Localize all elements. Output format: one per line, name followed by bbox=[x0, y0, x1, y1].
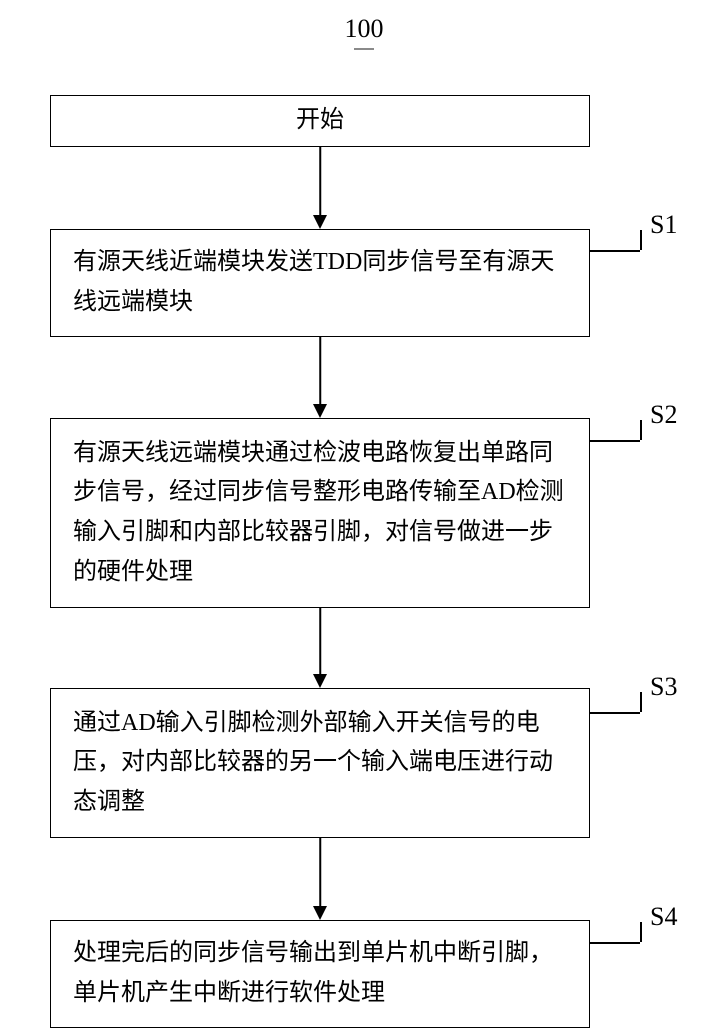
step-s3: 通过AD输入引脚检测外部输入开关信号的电压，对内部比较器的另一个输入端电压进行动… bbox=[50, 688, 590, 838]
step-start-text: 开始 bbox=[296, 101, 344, 141]
step-s4-text: 处理完后的同步信号输出到单片机中断引脚，单片机产生中断进行软件处理 bbox=[73, 934, 567, 1013]
step-s2: 有源天线远端模块通过检波电路恢复出单路同步信号，经过同步信号整形电路传输至AD检… bbox=[50, 418, 590, 608]
label-s1: S1 bbox=[650, 210, 677, 240]
label-s2: S2 bbox=[650, 400, 677, 430]
step-start: 开始 bbox=[50, 95, 590, 147]
step-s2-text: 有源天线远端模块通过检波电路恢复出单路同步信号，经过同步信号整形电路传输至AD检… bbox=[73, 434, 567, 592]
step-s3-text: 通过AD输入引脚检测外部输入开关信号的电压，对内部比较器的另一个输入端电压进行动… bbox=[73, 704, 567, 823]
label-s3: S3 bbox=[650, 672, 677, 702]
step-s4: 处理完后的同步信号输出到单片机中断引脚，单片机产生中断进行软件处理 bbox=[50, 920, 590, 1028]
step-s1-text: 有源天线近端模块发送TDD同步信号至有源天线远端模块 bbox=[73, 243, 567, 322]
label-s4: S4 bbox=[650, 902, 677, 932]
step-s1: 有源天线近端模块发送TDD同步信号至有源天线远端模块 bbox=[50, 229, 590, 337]
